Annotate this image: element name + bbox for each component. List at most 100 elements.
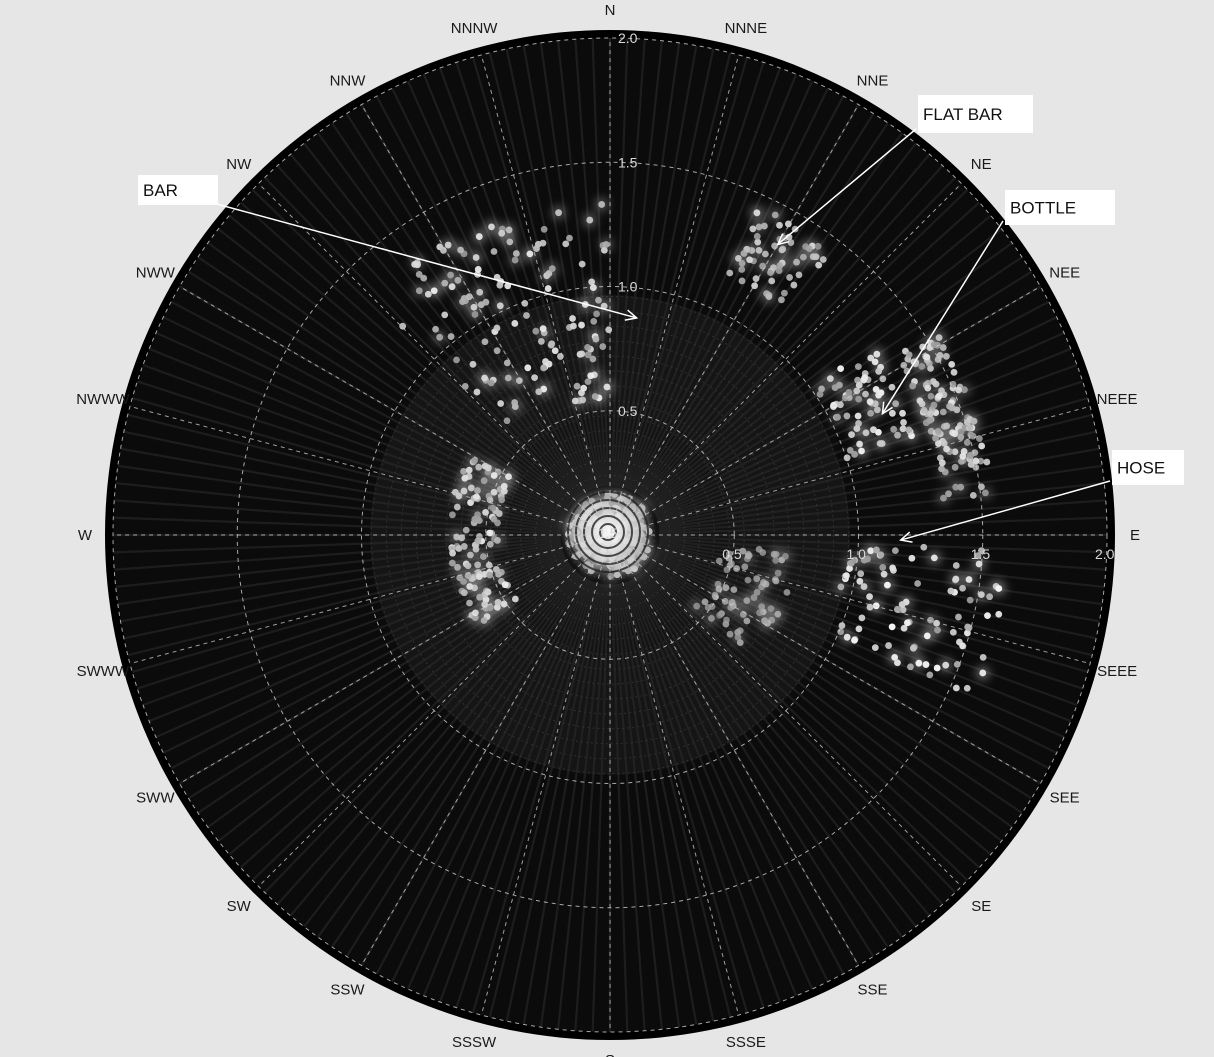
echo-point: [855, 395, 863, 403]
echo-point: [799, 253, 807, 261]
annotation-box: [1112, 450, 1184, 485]
texture-spoke: [251, 568, 576, 882]
direction-label-ssw: SSW: [330, 982, 365, 999]
echo-point: [979, 653, 987, 661]
echo-point: [768, 277, 776, 285]
echo-point: [815, 261, 823, 269]
echo-point: [934, 626, 941, 634]
echo-point: [465, 293, 473, 301]
echo-point: [466, 551, 474, 559]
direction-label-nne: NNE: [857, 72, 889, 89]
echo-point: [545, 270, 553, 277]
echo-point: [786, 274, 793, 281]
texture-spoke: [642, 164, 944, 499]
echo-point: [471, 311, 479, 318]
echo-point: [489, 504, 497, 512]
echo-point: [761, 222, 768, 230]
texture-spoke: [614, 40, 664, 486]
echo-point: [955, 613, 962, 621]
echo-point: [758, 603, 766, 611]
echo-point: [908, 554, 916, 562]
texture-spoke: [653, 300, 1050, 513]
annotation-box: [138, 175, 218, 205]
echo-point: [949, 628, 957, 636]
echo-point: [983, 458, 991, 466]
echo-point: [471, 457, 479, 464]
echo-point: [532, 327, 540, 335]
texture-spoke: [625, 581, 782, 1003]
echo-point: [473, 388, 481, 396]
grid-spoke: [258, 183, 593, 518]
texture-ring: [370, 295, 850, 775]
echo-point: [984, 612, 991, 620]
echo-point: [955, 386, 963, 394]
grid-spoke: [361, 556, 599, 966]
echo-point: [923, 353, 931, 361]
echo-point: [751, 282, 759, 290]
echo-point: [539, 239, 547, 247]
echo-point: [580, 384, 588, 392]
echo-point: [456, 574, 464, 582]
center-blob: [560, 484, 656, 580]
echo-point: [977, 457, 985, 465]
texture-spoke: [656, 380, 1084, 521]
echo-point: [845, 389, 853, 396]
echo-point: [533, 245, 540, 252]
echo-point: [753, 588, 761, 596]
echo-point: [914, 580, 922, 587]
echo-point: [537, 338, 545, 345]
annotation-box: [1005, 190, 1115, 225]
echo-point: [872, 385, 880, 393]
echo-point: [790, 281, 798, 289]
annotation-arrow: [900, 480, 1111, 541]
echo-point: [783, 588, 791, 596]
echo-point: [598, 201, 606, 208]
echo-point: [547, 341, 555, 349]
texture-spoke: [655, 552, 1072, 723]
echo-point: [977, 591, 985, 598]
echo-point: [970, 417, 978, 425]
annotation-flat-bar: FLAT BAR: [776, 95, 1033, 246]
echo-point: [460, 487, 468, 495]
echo-point: [969, 491, 977, 499]
echo-point: [727, 604, 735, 611]
echo-point: [752, 275, 760, 283]
echo-point: [759, 549, 767, 556]
echo-point: [834, 413, 841, 421]
echo-point: [819, 256, 827, 263]
echo-point: [524, 364, 532, 372]
direction-label-nwww: NWWW: [76, 391, 130, 408]
echo-point: [855, 625, 863, 633]
texture-spoke: [117, 464, 561, 530]
echo-point: [716, 611, 724, 619]
echo-point: [776, 221, 783, 229]
grid-spoke: [480, 54, 605, 512]
echo-point: [781, 289, 788, 297]
echo-point: [458, 534, 466, 542]
echo-point: [862, 429, 870, 437]
grid-ring: [361, 286, 859, 784]
grid-spoke: [621, 556, 859, 966]
texture-spoke: [148, 552, 565, 723]
echo-point: [846, 565, 853, 572]
r-tick-label-north: 1.0: [618, 279, 638, 295]
texture-ring: [385, 310, 835, 760]
direction-labels: E NEEE NEE NE NNE NNNE N NNNW NNW NW NWW NWWW W SWWW S…: [76, 2, 1140, 1057]
annotation-label: HOSE: [1117, 459, 1165, 478]
echo-point: [503, 417, 511, 425]
echo-point: [836, 381, 843, 389]
echo-point: [744, 576, 752, 584]
echo-point: [753, 209, 761, 217]
echo-point: [935, 334, 943, 342]
annotation-bottle: BOTTLE: [881, 190, 1115, 416]
echo-point: [746, 256, 753, 264]
texture-spoke: [114, 499, 561, 533]
texture-spoke: [438, 581, 595, 1003]
echo-point: [930, 401, 938, 409]
echo-point: [936, 351, 944, 359]
echo-point: [875, 367, 883, 375]
echo-point: [734, 633, 742, 641]
grid-spoke: [615, 54, 740, 512]
echo-point: [775, 267, 783, 275]
direction-label-see: SEE: [1050, 790, 1080, 807]
